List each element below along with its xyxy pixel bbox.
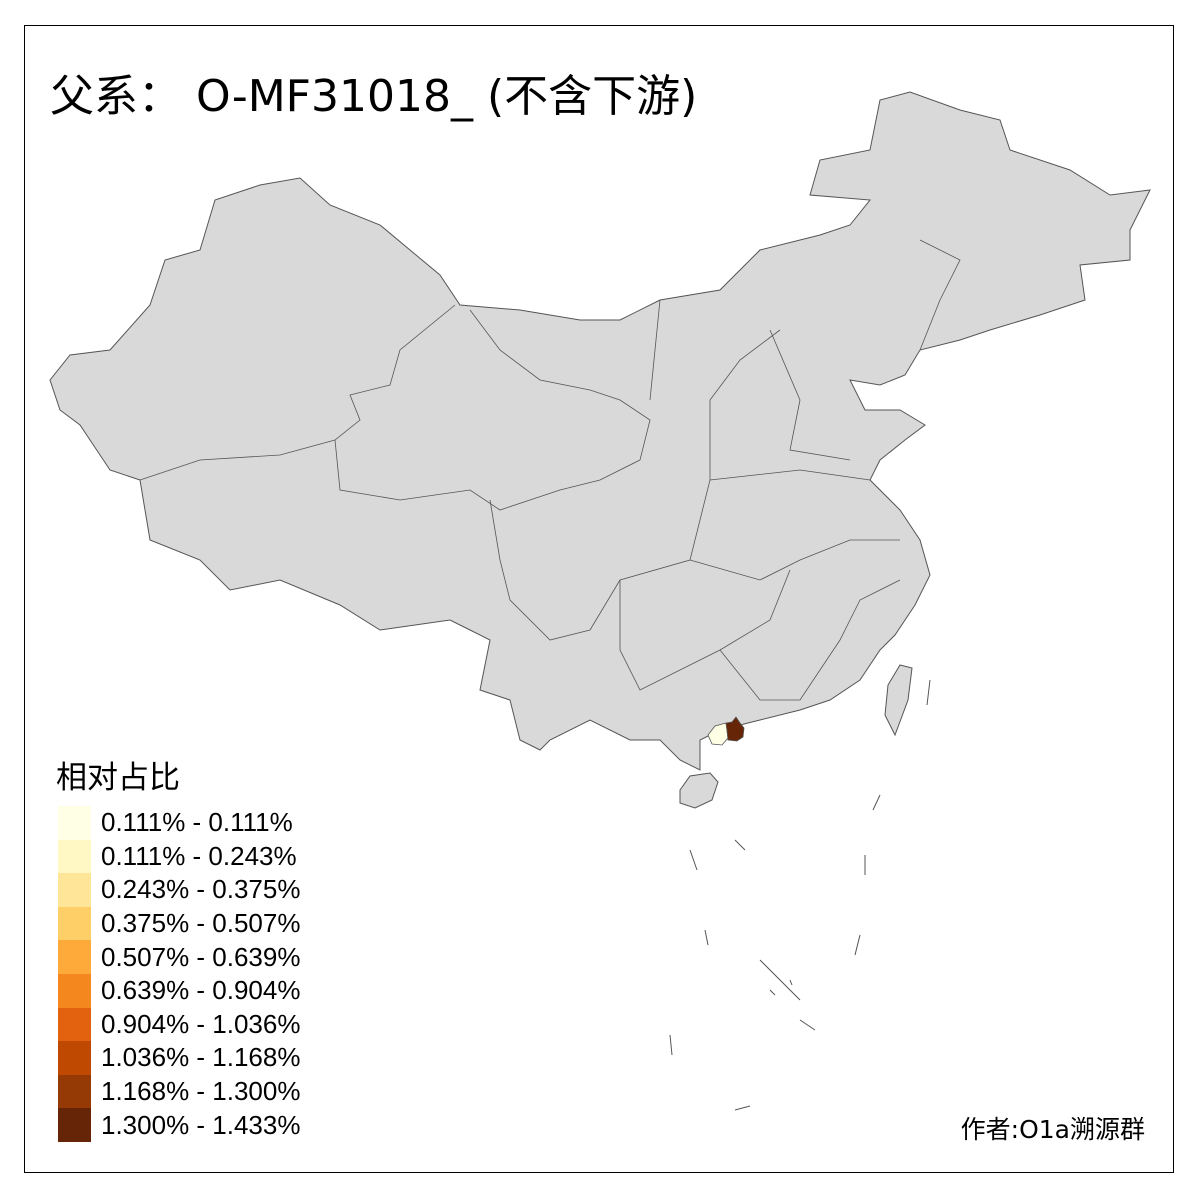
legend-swatch (58, 1074, 91, 1109)
guangdong-region-dark (725, 716, 745, 742)
legend-label: 0.243% - 0.375% (101, 874, 301, 905)
legend-swatch (58, 1007, 91, 1042)
legend-item: 1.168% - 1.300% (58, 1074, 301, 1109)
legend-label: 1.168% - 1.300% (101, 1076, 301, 1107)
legend-label: 0.507% - 0.639% (101, 941, 301, 972)
legend-label: 0.639% - 0.904% (101, 975, 301, 1006)
plot-frame (24, 25, 1174, 1173)
province-borders (139, 239, 961, 701)
legend-item: 0.639% - 0.904% (58, 974, 300, 1008)
legend-item: 0.111% - 0.243% (58, 839, 297, 874)
legend-label: 1.300% - 1.433% (101, 1109, 301, 1140)
legend-item: 0.111% - 0.111% (58, 806, 293, 840)
legend-swatch (58, 974, 91, 1008)
legend-label: 0.375% - 0.507% (101, 908, 301, 939)
author-credit: 作者:O1a溯源群 (960, 1115, 1145, 1144)
south-sea-islands (669, 679, 931, 1111)
legend-swatch (58, 873, 91, 907)
legend-item: 1.300% - 1.433% (58, 1108, 300, 1142)
legend-swatch (58, 806, 91, 840)
legend-label: 0.904% - 1.036% (101, 1008, 301, 1039)
legend-item: 0.507% - 0.639% (58, 940, 300, 974)
legend-swatch (58, 1041, 91, 1075)
legend-item: 0.375% - 0.507% (58, 906, 301, 941)
legend-item: 0.243% - 0.375% (58, 873, 300, 907)
hainan-island (679, 772, 719, 809)
legend-label: 0.111% - 0.111% (101, 807, 293, 838)
legend-label: 1.036% - 1.168% (101, 1042, 301, 1073)
legend-swatch (58, 839, 91, 874)
china-mainland (49, 91, 1151, 771)
legend-item: 1.036% - 1.168% (58, 1041, 300, 1075)
legend-item: 0.904% - 1.036% (58, 1007, 301, 1042)
map-title: 父系： O-MF31018_ (不含下游) (50, 71, 698, 122)
legend-title: 相对占比 (56, 760, 180, 796)
legend-label: 0.111% - 0.243% (101, 840, 297, 871)
legend-swatch (58, 906, 91, 941)
taiwan-island (884, 664, 913, 737)
legend-swatch (58, 1108, 91, 1142)
legend-swatch (58, 940, 91, 974)
